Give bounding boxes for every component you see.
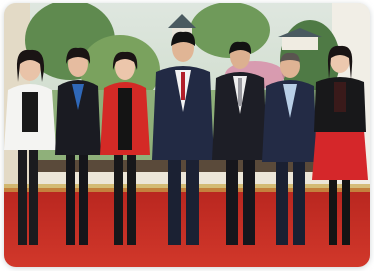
tie [181, 72, 185, 100]
leg [66, 150, 75, 245]
leg [226, 150, 238, 245]
top [22, 92, 38, 132]
photo [0, 0, 374, 271]
pavilion [282, 36, 318, 50]
leg [342, 175, 350, 245]
leg [168, 150, 181, 245]
tie [238, 78, 242, 106]
leg [276, 150, 288, 245]
leg [127, 150, 136, 245]
scene [0, 0, 374, 271]
leg [329, 175, 337, 245]
leg [18, 150, 27, 245]
top [118, 88, 132, 150]
leg [186, 150, 199, 245]
page: {} [0, 0, 374, 271]
top [334, 82, 346, 112]
leg [243, 150, 255, 245]
skirt [312, 130, 368, 180]
leg [79, 150, 88, 245]
leg [114, 150, 123, 245]
leg [293, 150, 305, 245]
leg [29, 150, 38, 245]
